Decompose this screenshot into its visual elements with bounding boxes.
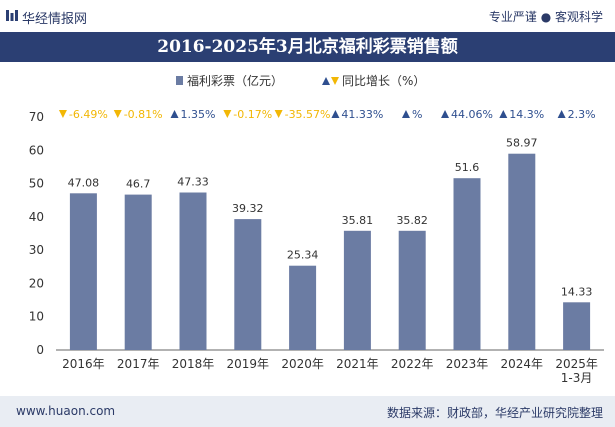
- y-tick-label: 50: [29, 177, 44, 191]
- legend-down-triangle: [331, 77, 339, 85]
- legend-up-triangle: [322, 77, 330, 85]
- growth-up-icon: [557, 110, 566, 118]
- growth-label: -6.49%: [69, 108, 108, 121]
- growth-up-icon: [170, 110, 179, 118]
- x-tick-label: 2019年: [227, 357, 270, 371]
- x-tick-label: 2024年: [501, 357, 544, 371]
- legend-label-growth: 同比增长（%）: [342, 74, 425, 88]
- x-tick-label: 2023年: [446, 357, 489, 371]
- growth-label: -35.57%: [285, 108, 331, 121]
- bar: [69, 193, 97, 350]
- growth-down-icon: [274, 110, 283, 118]
- y-tick-label: 60: [29, 143, 44, 157]
- axes: 0 10 20 30 40 50 60 70 2016年 2017年 2018年 2019年 2020年…: [29, 110, 604, 385]
- bar-value-label: 35.81: [342, 214, 374, 227]
- growth-down-icon: [58, 110, 67, 118]
- growth-up-icon: [331, 110, 340, 118]
- x-tick-label: 2017年: [117, 357, 160, 371]
- bar-value-label: 51.6: [455, 161, 480, 174]
- growth-up-icon: [441, 110, 450, 118]
- growth-label: %: [412, 108, 422, 121]
- growth-label: -0.17%: [233, 108, 272, 121]
- x-tick-label: 2025年: [555, 357, 598, 371]
- brand-name: 华经情报网: [22, 12, 88, 27]
- growth-labels: -6.49% -0.81% 1.35% -0.17% -35.57% 41.33%% 44.…: [58, 108, 596, 121]
- growth-label: 1.35%: [181, 108, 216, 121]
- bar-value-label: 35.82: [396, 214, 428, 227]
- bar-value-label: 58.97: [506, 137, 538, 150]
- website-link[interactable]: www.huaon.com: [16, 404, 116, 418]
- x-tick-label: 2016年: [62, 357, 105, 371]
- bar-chart: 福利彩票（亿元） 同比增长（%） 0 10 20 30 40 50 60 70 2016年 2017…: [29, 73, 604, 385]
- bar-value-label: 47.08: [68, 176, 100, 189]
- y-tick-label: 20: [29, 276, 44, 290]
- growth-label: 2.3%: [568, 108, 596, 121]
- legend: 福利彩票（亿元） 同比增长（%）: [176, 73, 425, 88]
- y-tick-label: 10: [29, 310, 44, 324]
- y-tick-label: 70: [29, 110, 44, 124]
- footer: www.huaon.com 数据来源：财政部，华经产业研究院整理: [0, 396, 615, 427]
- bar: [289, 265, 317, 350]
- growth-label: 41.33%: [341, 108, 383, 121]
- growth-label: 44.06%: [451, 108, 493, 121]
- bar: [179, 192, 207, 350]
- x-tick-label: 2022年: [391, 357, 434, 371]
- x-tick-label: 1-3月: [561, 371, 593, 385]
- bar: [343, 230, 371, 350]
- growth-down-icon: [113, 110, 122, 118]
- growth-up-icon: [499, 110, 508, 118]
- bar: [563, 302, 591, 350]
- y-tick-label: 30: [29, 243, 44, 257]
- bar-value-label: 39.32: [232, 202, 264, 215]
- x-tick-label: 2021年: [336, 357, 379, 371]
- bar: [124, 194, 152, 350]
- legend-swatch-sales: [176, 76, 183, 85]
- growth-label: 14.3%: [509, 108, 544, 121]
- bar: [398, 230, 426, 350]
- slogan: 专业严谨 ● 客观科学: [488, 10, 603, 24]
- bar-value-label: 47.33: [177, 176, 209, 189]
- bar: [453, 178, 481, 350]
- bar: [508, 153, 536, 350]
- chart-title: 2016-2025年3月北京福利彩票销售额: [157, 37, 458, 57]
- bar-value-label: 25.34: [287, 249, 319, 262]
- legend-label-sales: 福利彩票（亿元）: [187, 73, 283, 88]
- top-bar: 华经情报网 专业严谨 ● 客观科学: [0, 0, 615, 32]
- x-tick-label: 2018年: [172, 357, 215, 371]
- x-tick-label: 2020年: [281, 357, 324, 371]
- bar-value-label: 14.33: [561, 285, 593, 298]
- data-source: 数据来源：财政部，华经产业研究院整理: [386, 406, 603, 420]
- bars: 47.08 46.7 47.33 39.32 25.34 35.81 35.82 51.6 58…: [68, 137, 593, 350]
- growth-label: -0.81%: [124, 108, 163, 121]
- y-tick-label: 40: [29, 210, 44, 224]
- title-bar: 2016-2025年3月北京福利彩票销售额: [0, 32, 615, 62]
- y-tick-label: 0: [36, 343, 44, 357]
- bar: [234, 219, 262, 350]
- bar-value-label: 46.7: [126, 178, 151, 191]
- growth-down-icon: [223, 110, 232, 118]
- growth-up-icon: [401, 110, 410, 118]
- logo-icon: [6, 10, 18, 21]
